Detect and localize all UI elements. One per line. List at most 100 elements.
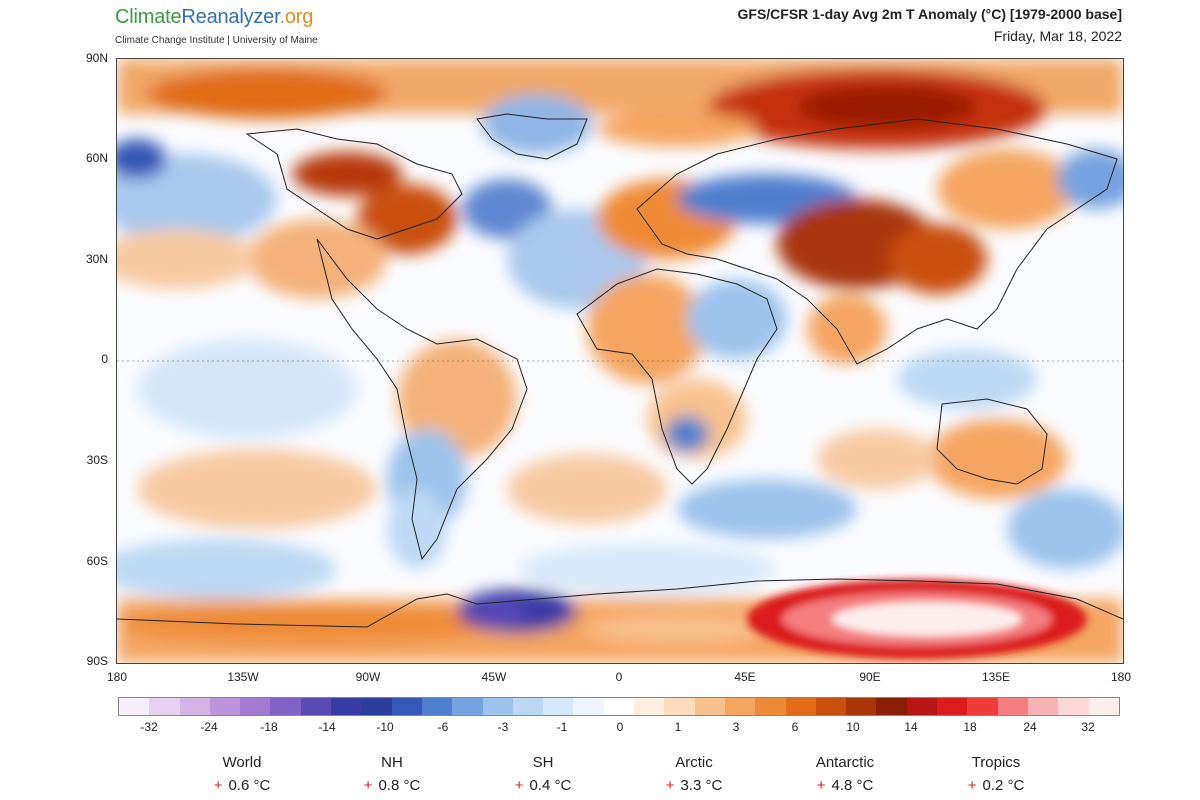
x-label-180e: 180: [1110, 670, 1132, 684]
stat-value-row: +0.6 °C: [182, 777, 302, 794]
x-label-0: 0: [615, 670, 623, 684]
colorbar-swatch: [512, 698, 544, 715]
colorbar-swatch: [482, 698, 513, 715]
x-label-135w: 135W: [227, 670, 259, 684]
map-title-block: GFS/CFSR 1-day Avg 2m T Anomaly (°C) [19…: [738, 6, 1123, 44]
y-label-60s: 60S: [86, 554, 108, 568]
colorbar-swatch: [906, 698, 938, 715]
color-legend: [118, 697, 1120, 716]
stat-nh: NH +0.8 °C: [332, 754, 452, 794]
y-label-90n: 90N: [85, 51, 108, 65]
stat-name: SH: [532, 754, 554, 771]
brand-part-reanalyzer: Reanalyzer: [181, 6, 280, 28]
site-logo[interactable]: ClimateReanalyzer.org Climate Change Ins…: [115, 6, 318, 46]
colorbar-swatch: [421, 698, 453, 715]
x-label-135e: 135E: [981, 670, 1011, 684]
colorbar-label: 24: [1023, 720, 1037, 734]
colorbar-swatch: [391, 698, 422, 715]
coastlines: [117, 113, 1123, 628]
brand-name: ClimateReanalyzer.org: [115, 6, 318, 29]
colorbar-swatch: [543, 698, 574, 715]
stat-tropics: Tropics +0.2 °C: [936, 754, 1056, 794]
stat-antarctic: Antarctic +4.8 °C: [785, 754, 905, 794]
plus-icon: +: [816, 777, 826, 794]
colorbar-label: -3: [497, 720, 509, 734]
colorbar-swatch: [452, 698, 483, 715]
x-label-180w: 180: [106, 670, 128, 684]
colorbar-swatch: [815, 698, 847, 715]
stat-value-row: +3.3 °C: [634, 777, 754, 794]
colorbar-swatch: [694, 698, 725, 715]
colorbar-swatch: [937, 698, 968, 715]
map-title: GFS/CFSR 1-day Avg 2m T Anomaly (°C) [19…: [737, 6, 1123, 22]
stat-name: NH: [381, 754, 403, 771]
x-label-90e: 90E: [859, 670, 881, 684]
colorbar-swatch: [149, 698, 180, 715]
anomaly-map-graphic: [117, 59, 1123, 663]
stat-world: World +0.6 °C: [182, 754, 302, 794]
colorbar-swatch: [361, 698, 392, 715]
stat-value-row: +4.8 °C: [785, 777, 905, 794]
colorbar-label: -14: [318, 720, 336, 734]
colorbar-swatch: [634, 698, 665, 715]
colorbar-swatch: [967, 698, 998, 715]
colorbar-label: 10: [846, 720, 860, 734]
colorbar-swatch: [846, 698, 877, 715]
stat-value: 4.8 °C: [831, 777, 874, 794]
colorbar-swatch: [240, 698, 271, 715]
colorbar-swatch: [1027, 698, 1059, 715]
colorbar-swatch: [179, 698, 210, 715]
stat-value: 0.8 °C: [378, 777, 421, 794]
y-label-90s: 90S: [86, 654, 108, 668]
plus-icon: +: [665, 777, 675, 794]
colorbar-swatch: [331, 698, 362, 715]
colorbar-label: 32: [1081, 720, 1095, 734]
colorbar-label: -6: [437, 720, 449, 734]
colorbar-label: 14: [904, 720, 918, 734]
plus-icon: +: [967, 777, 977, 794]
y-label-30n: 30N: [85, 252, 108, 266]
brand-part-org: .org: [279, 6, 314, 28]
plus-icon: +: [363, 777, 373, 794]
stat-sh: SH +0.4 °C: [483, 754, 603, 794]
colorbar-label: 18: [963, 720, 977, 734]
stat-value-row: +0.8 °C: [332, 777, 452, 794]
y-label-equator: 0: [101, 352, 108, 366]
brand-subtitle: Climate Change Institute | University of…: [115, 35, 318, 46]
colorbar-swatch: [270, 698, 301, 715]
stat-name: Arctic: [675, 754, 713, 771]
plus-icon: +: [514, 777, 524, 794]
colorbar-swatch: [119, 698, 150, 715]
stat-name: World: [222, 754, 262, 771]
anomaly-map[interactable]: [116, 58, 1124, 664]
colorbar-label: -1: [556, 720, 568, 734]
colorbar-label: -10: [376, 720, 394, 734]
colorbar-label: -24: [200, 720, 218, 734]
colorbar-swatch: [1058, 698, 1089, 715]
map-date: Friday, Mar 18, 2022: [993, 28, 1122, 44]
colorbar-label: 0: [616, 720, 624, 734]
colorbar-swatch: [573, 698, 604, 715]
colorbar-swatch: [997, 698, 1028, 715]
colorbar-swatch: [300, 698, 332, 715]
stat-name: Antarctic: [815, 754, 875, 771]
colorbar-swatch: [603, 698, 635, 715]
x-label-90w: 90W: [355, 670, 381, 684]
colorbar-swatch: [785, 698, 816, 715]
colorbar-swatch: [755, 698, 786, 715]
y-label-60n: 60N: [85, 151, 108, 165]
stat-value: 3.3 °C: [680, 777, 723, 794]
stat-value-row: +0.2 °C: [936, 777, 1056, 794]
stat-value: 0.2 °C: [982, 777, 1025, 794]
stat-value-row: +0.4 °C: [483, 777, 603, 794]
x-label-45e: 45E: [734, 670, 756, 684]
colorbar-swatch: [1088, 698, 1119, 715]
colorbar-swatch: [724, 698, 756, 715]
colorbar-label: -32: [140, 720, 158, 734]
colorbar-label: 3: [732, 720, 740, 734]
stat-arctic: Arctic +3.3 °C: [634, 754, 754, 794]
colorbar-swatch: [876, 698, 907, 715]
colorbar-label: 1: [674, 720, 682, 734]
stat-value: 0.4 °C: [529, 777, 572, 794]
y-label-30s: 30S: [86, 453, 108, 467]
